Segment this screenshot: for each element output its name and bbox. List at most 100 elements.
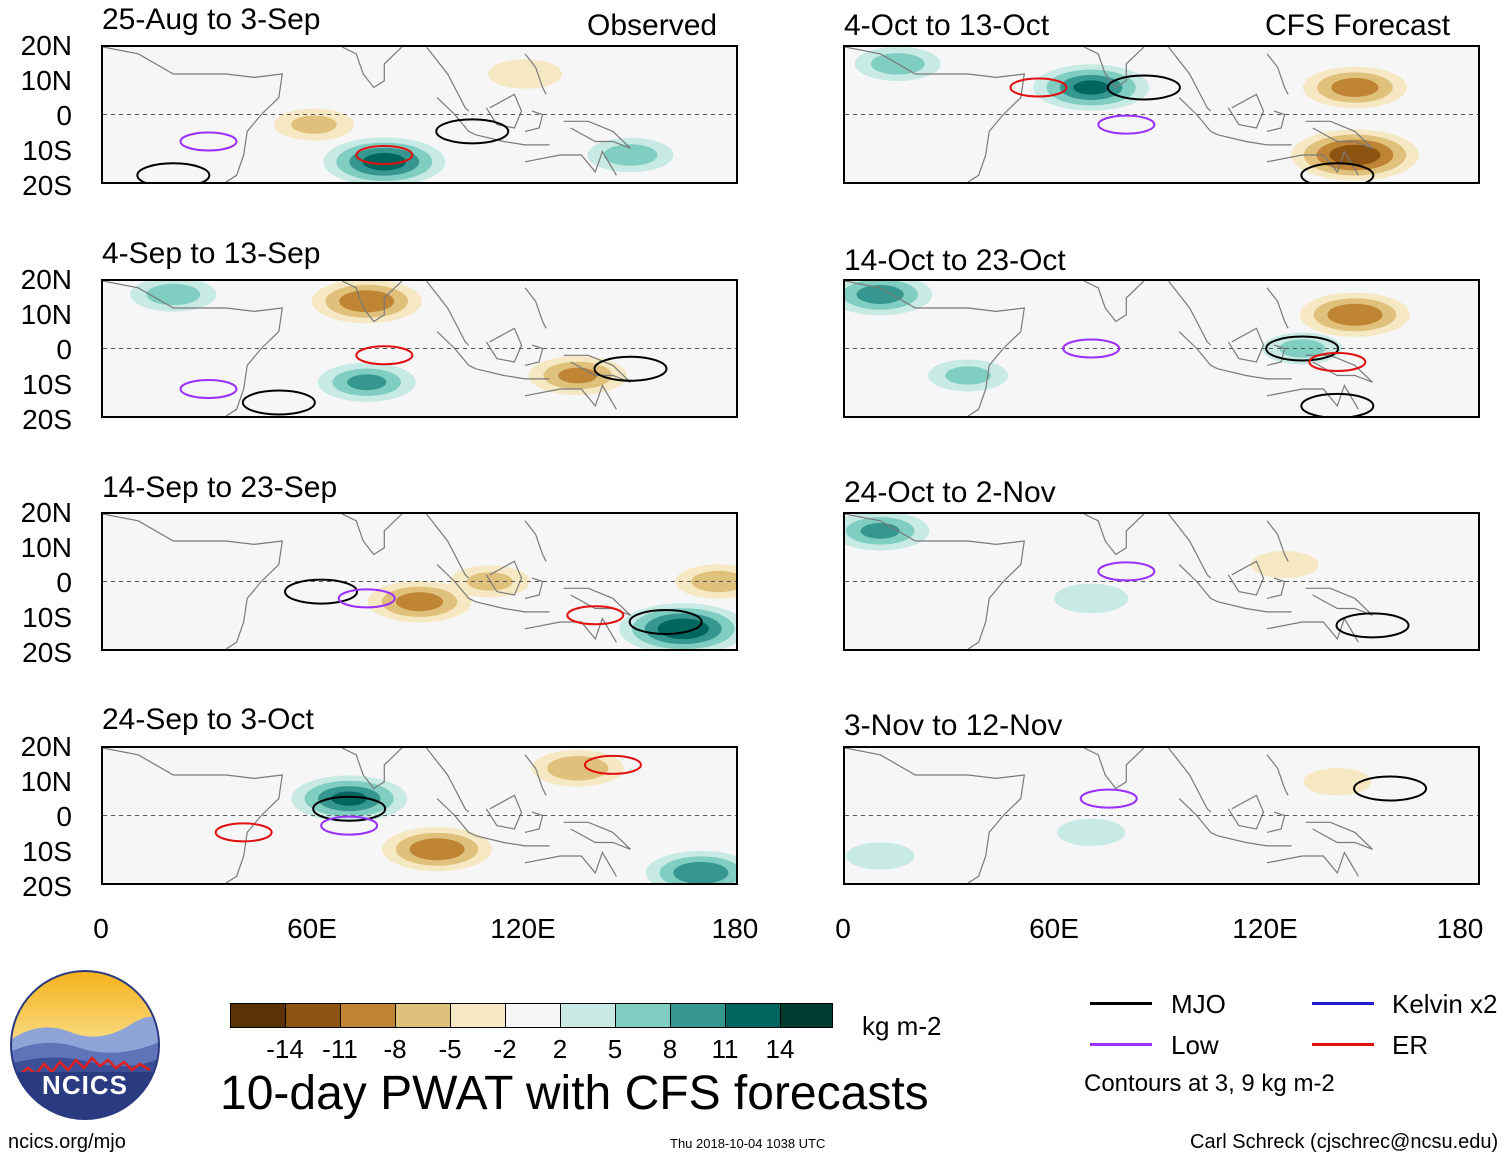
map-svg-2: [103, 281, 736, 416]
wave-contour-mjo-2: [136, 162, 211, 182]
coastline-6: [485, 93, 523, 129]
coastline-1: [845, 514, 1026, 649]
panel-title-7: 24-Oct to 2-Nov: [844, 476, 1056, 509]
lat-label: 20N: [20, 731, 72, 762]
coastline-4: [436, 564, 477, 603]
legend-label-kelvin: Kelvin x2: [1392, 989, 1498, 1019]
anomaly-1-level-11: [331, 791, 368, 806]
coastline-10: [1266, 851, 1359, 877]
coastline-2: [341, 514, 403, 556]
colorbar-segment: [230, 1003, 286, 1028]
coastline-2: [341, 281, 403, 323]
coastline-1: [845, 47, 1026, 182]
anomaly-2-level-8: [1331, 78, 1379, 97]
wave-contour-er-2: [1308, 352, 1367, 372]
colorbar-segment: [340, 1003, 396, 1028]
coastline-5: [475, 134, 550, 146]
coastline-9: [563, 354, 631, 383]
map-svg-1: [103, 47, 736, 182]
coastline-4: [436, 331, 477, 370]
wave-contour-low-4: [179, 131, 238, 152]
anomaly-1-level-11: [362, 153, 407, 171]
wave-contour-low-4: [179, 379, 238, 399]
observed-header: Observed: [587, 9, 718, 42]
map-panel-1: [101, 45, 738, 184]
map-panel-6: [843, 279, 1480, 418]
wave-contour-mjo-4: [1300, 162, 1375, 182]
coastline-8: [1266, 344, 1286, 366]
coastline-2: [341, 748, 403, 790]
colorbar-segment: [725, 1003, 781, 1028]
lon-label: 180: [1436, 913, 1484, 944]
coastline-7: [1266, 520, 1289, 562]
panel-title-8: 3-Nov to 12-Nov: [844, 709, 1063, 742]
coastline-4: [1178, 564, 1219, 603]
coastline-9: [1305, 120, 1373, 149]
coastline-6: [485, 327, 523, 363]
coastline-3: [426, 748, 470, 813]
colorbar-segment: [670, 1003, 726, 1028]
map-panel-2: [101, 279, 738, 418]
legend-swatch-low: [1090, 1043, 1152, 1046]
coastline-10: [524, 617, 617, 643]
colorbar-tick: -14: [266, 1034, 304, 1064]
colorbar-tick: 8: [662, 1034, 678, 1064]
coastline-8: [1266, 110, 1286, 132]
colorbar-segment: [285, 1003, 341, 1028]
coastline-6: [1227, 327, 1265, 363]
lat-label: 20S: [22, 637, 72, 668]
anomaly-3-level-5: [945, 366, 991, 385]
lat-label: 10S: [22, 602, 72, 633]
lat-label: 20N: [20, 264, 72, 295]
coastline-4: [1178, 331, 1219, 370]
anomaly-3-level-2: [488, 59, 562, 89]
map-svg-6: [845, 281, 1478, 416]
colorbar-segment: [780, 1003, 833, 1028]
lat-label: 0: [56, 801, 72, 832]
coastline-7: [1266, 53, 1289, 95]
ncics-logo: NCICS: [10, 970, 160, 1120]
colorbar-segment: [450, 1003, 506, 1028]
wave-contour-low-3: [1097, 114, 1156, 135]
coastline-2: [1083, 281, 1145, 323]
footer-url[interactable]: ncics.org/mjo: [8, 1131, 126, 1153]
anomaly-4-level-5: [291, 115, 337, 134]
map-panel-8: [843, 746, 1480, 885]
coastline-3: [1168, 281, 1212, 346]
coastline-5: [1217, 601, 1292, 613]
wave-contour-low-1: [1097, 561, 1156, 582]
coastline-5: [1217, 134, 1292, 146]
coastline-2: [341, 47, 403, 89]
coastline-7: [524, 520, 547, 562]
anomaly-3-level-8: [558, 367, 598, 384]
anomaly-4-level-8: [673, 861, 729, 883]
coastline-1: [103, 281, 284, 416]
coastline-4: [436, 798, 477, 837]
footer-credit: Carl Schreck (cjschrec@ncsu.edu): [1190, 1131, 1499, 1153]
colorbar-tick: -8: [383, 1034, 407, 1064]
colorbar-tick: 5: [607, 1034, 623, 1064]
colorbar-segment: [615, 1003, 671, 1028]
anomaly-2-level-8: [409, 838, 465, 861]
anomaly-2-level-8: [395, 592, 444, 612]
anomaly-2-level-8: [347, 374, 387, 391]
wave-contour-mjo-1: [1265, 335, 1340, 362]
map-panel-7: [843, 512, 1480, 651]
legend-swatch-er: [1312, 1043, 1374, 1046]
lat-label: 10N: [20, 299, 72, 330]
coastline-5: [475, 368, 550, 380]
footer-timestamp: Thu 2018-10-04 1038 UTC: [670, 1136, 826, 1151]
coastline-7: [1266, 754, 1289, 796]
anomaly-3-level-2: [1057, 818, 1126, 846]
legend-note: Contours at 3, 9 kg m-2: [1084, 1070, 1335, 1097]
lat-label: 10S: [22, 135, 72, 166]
coastline-4: [1178, 798, 1219, 837]
panel-title-5: 4-Oct to 13-Oct: [844, 9, 1050, 42]
anomaly-3-level-11: [1073, 80, 1110, 95]
wave-contour-mjo-1: [312, 795, 387, 822]
coastline-8: [524, 110, 544, 132]
coastline-7: [524, 287, 547, 329]
coastline-8: [1266, 811, 1286, 833]
coastline-3: [426, 281, 470, 346]
coastline-6: [485, 560, 523, 596]
